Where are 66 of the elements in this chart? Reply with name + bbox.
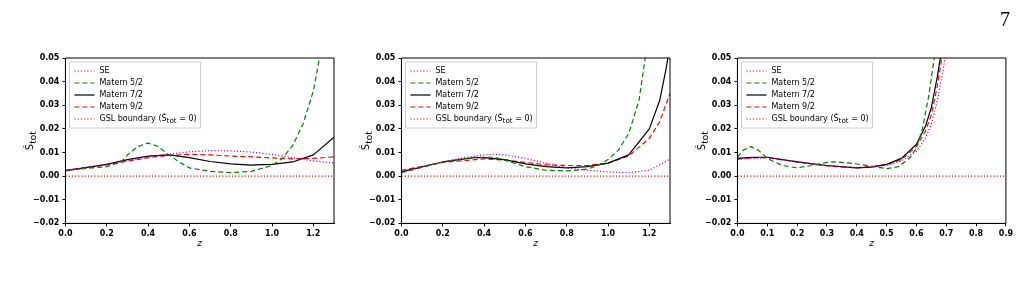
y-tick-label: −0.02 xyxy=(704,218,732,228)
y-tick-label: −0.01 xyxy=(32,194,60,204)
x-axis-title: z xyxy=(532,238,539,249)
x-tick-label: 0.8 xyxy=(559,229,575,239)
y-tick-label: −0.01 xyxy=(368,194,396,204)
x-tick-label: 0.7 xyxy=(939,229,954,239)
x-tick-label: 0.5 xyxy=(879,229,895,239)
legend-label: Matern 5/2 xyxy=(99,78,143,88)
legend-label: SE xyxy=(99,66,110,76)
y-tick-label: 0.05 xyxy=(375,53,396,63)
x-tick-label: 0.4 xyxy=(140,229,156,239)
x-tick-label: 0.2 xyxy=(99,229,114,239)
x-tick-label: 1.0 xyxy=(600,229,616,239)
y-tick-label: 0.04 xyxy=(375,76,396,86)
legend-label: Matern 5/2 xyxy=(435,78,479,88)
y-tick-label: 0.01 xyxy=(39,147,60,157)
y-tick-label: −0.02 xyxy=(368,218,396,228)
legend-label: Matern 9/2 xyxy=(435,102,479,112)
y-tick-label: 0.00 xyxy=(711,171,732,181)
legend-label: Matern 7/2 xyxy=(99,90,143,100)
x-tick-label: 0.4 xyxy=(476,229,492,239)
x-tick-label: 0.3 xyxy=(819,229,835,239)
y-tick-label: 0.03 xyxy=(375,100,396,110)
x-tick-label: 0.0 xyxy=(730,229,745,239)
x-tick-label: 0.8 xyxy=(223,229,239,239)
y-tick-label: 0.05 xyxy=(711,53,732,63)
legend-label: SE xyxy=(771,66,782,76)
text: 7 xyxy=(1000,8,1010,30)
legend-label: Matern 9/2 xyxy=(99,102,143,112)
legend-label: Matern 5/2 xyxy=(771,78,815,88)
x-tick-label: 0.2 xyxy=(435,229,450,239)
y-tick-label: 0.04 xyxy=(711,76,732,86)
x-tick-label: 0.4 xyxy=(849,229,865,239)
x-tick-label: 1.0 xyxy=(264,229,280,239)
x-tick-label: 0.9 xyxy=(998,229,1014,239)
line-series xyxy=(401,153,670,174)
x-tick-label: 0.6 xyxy=(182,229,197,239)
x-tick-label: 0.1 xyxy=(760,229,775,239)
y-tick-label: 0.02 xyxy=(375,123,396,133)
y-tick-label: 0.02 xyxy=(39,123,60,133)
x-tick-label: 1.2 xyxy=(306,229,321,239)
legend-label: Matern 9/2 xyxy=(771,102,815,112)
x-axis-title: z xyxy=(196,238,203,249)
y-tick-label: 0.01 xyxy=(711,147,732,157)
x-axis-title: z xyxy=(868,238,875,249)
y-tick-label: 0.00 xyxy=(39,171,60,181)
legend-label: SE xyxy=(435,66,446,76)
x-tick-label: 0.6 xyxy=(518,229,533,239)
y-tick-label: 0.01 xyxy=(375,147,396,157)
legend-label: Matern 7/2 xyxy=(435,90,479,100)
y-tick-label: 0.00 xyxy=(375,171,396,181)
y-tick-label: 0.02 xyxy=(711,123,732,133)
x-tick-label: 0.0 xyxy=(394,229,409,239)
x-tick-label: 0.0 xyxy=(58,229,73,239)
y-tick-label: 0.05 xyxy=(39,53,60,63)
y-tick-label: 0.04 xyxy=(39,76,60,86)
x-tick-label: 0.2 xyxy=(790,229,805,239)
y-tick-label: −0.02 xyxy=(32,218,60,228)
legend-label: Matern 7/2 xyxy=(771,90,815,100)
x-tick-label: 0.8 xyxy=(969,229,984,239)
y-tick-label: 0.03 xyxy=(39,100,60,110)
x-tick-label: 0.6 xyxy=(909,229,924,239)
y-tick-label: 0.03 xyxy=(711,100,732,110)
x-tick-label: 1.2 xyxy=(642,229,657,239)
y-tick-label: −0.01 xyxy=(704,194,732,204)
line-series xyxy=(65,58,321,174)
